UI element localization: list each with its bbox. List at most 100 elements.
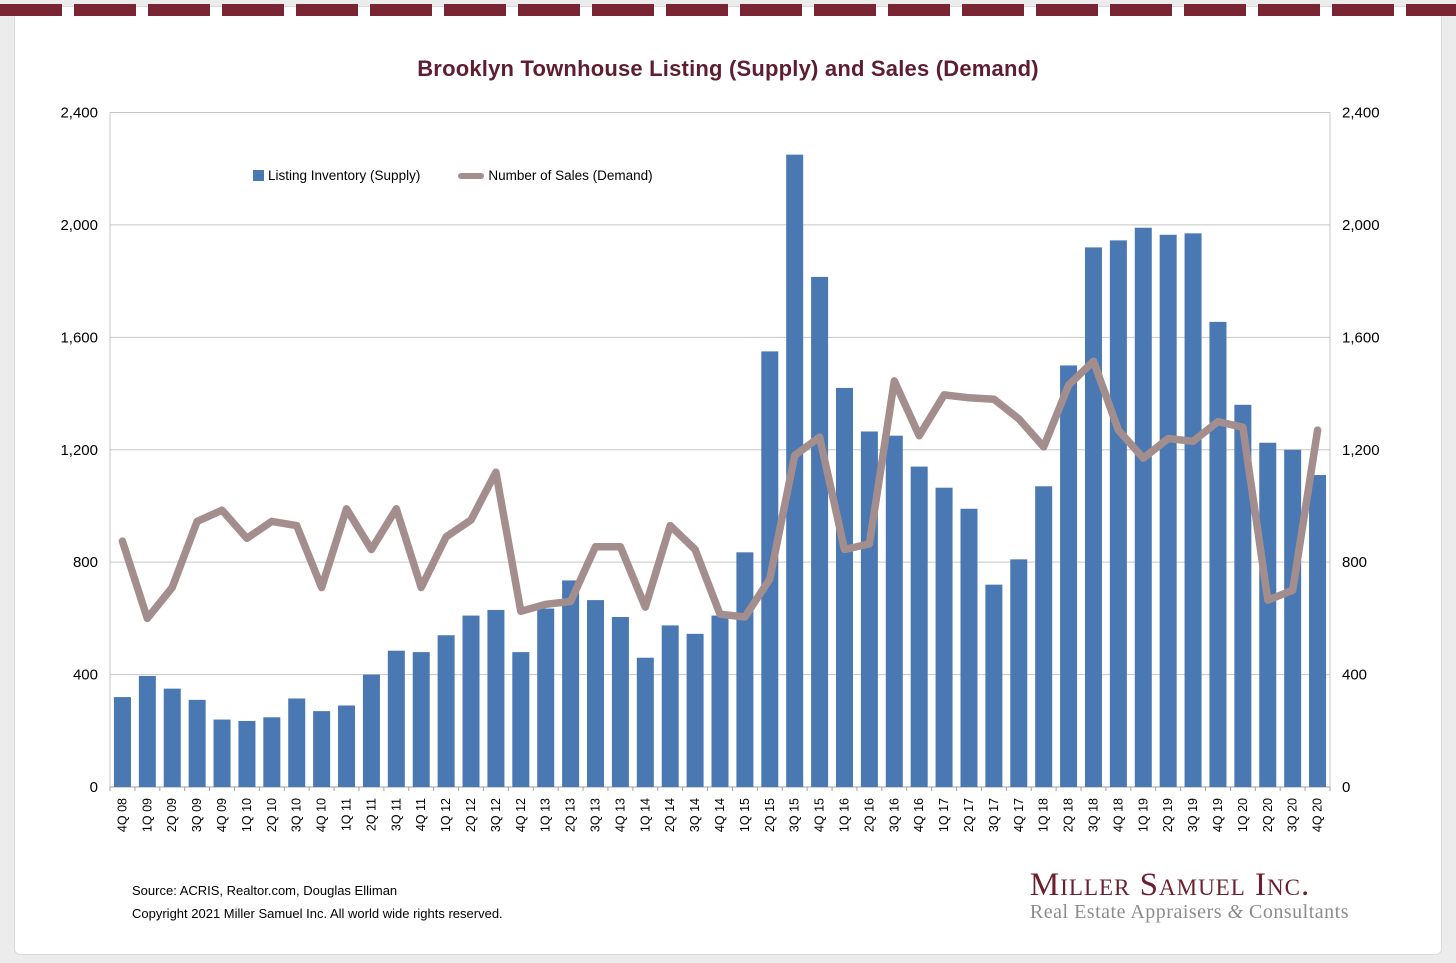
- y-axis-label-left: 400: [73, 667, 98, 684]
- supply-bar-2Q12: [462, 615, 480, 787]
- supply-bar-4Q11: [412, 652, 430, 787]
- x-axis-label: 2Q 11: [364, 798, 378, 831]
- x-axis-label: 3Q 15: [788, 798, 802, 832]
- supply-bar-1Q15: [736, 552, 754, 787]
- chart-card: Brooklyn Townhouse Listing (Supply) and …: [14, 6, 1442, 955]
- supply-bar-2Q13: [562, 580, 580, 787]
- x-axis-label: 3Q 10: [290, 798, 304, 832]
- y-axis-label-left: 1,600: [60, 329, 98, 346]
- supply-bar-1Q18: [1035, 486, 1053, 787]
- supply-bar-1Q19: [1134, 227, 1152, 788]
- supply-bar-4Q09: [213, 719, 231, 787]
- supply-bar-3Q17: [985, 584, 1003, 787]
- logo-name: Miller Samuel Inc.: [1029, 867, 1311, 903]
- source-note: Source: ACRIS, Realtor.com, Douglas Elli…: [132, 883, 398, 898]
- x-axis-label: 1Q 14: [638, 798, 652, 832]
- supply-bar-3Q16: [885, 435, 903, 787]
- y-axis-label-right: 1,200: [1342, 442, 1380, 459]
- x-axis-label: 2Q 19: [1161, 798, 1175, 832]
- legend-supply-label: Listing Inventory (Supply): [268, 168, 421, 183]
- x-axis-label: 3Q 11: [389, 798, 403, 831]
- supply-bar-1Q16: [835, 387, 853, 787]
- x-axis-label: 1Q 13: [539, 798, 553, 832]
- x-axis-label: 1Q 11: [340, 798, 354, 831]
- supply-bar-4Q13: [611, 616, 629, 787]
- supply-bar-4Q14: [711, 615, 729, 787]
- y-axis-label-left: 0: [90, 779, 98, 796]
- x-axis-label: 1Q 19: [1136, 798, 1150, 832]
- demand-line: [118, 357, 1322, 623]
- x-axis-label: 3Q 12: [489, 798, 503, 832]
- x-axis-label: 1Q 17: [937, 798, 951, 832]
- supply-bar-4Q18: [1109, 240, 1127, 787]
- x-axis-label: 4Q 10: [315, 798, 329, 832]
- legend-item-demand: Number of Sales (Demand): [458, 168, 653, 183]
- supply-bar-2Q14: [661, 625, 679, 787]
- y-axis-label-left: 1,200: [60, 442, 98, 459]
- x-axis-label: 3Q 13: [589, 798, 603, 832]
- x-axis-label: 4Q 17: [1012, 798, 1026, 832]
- x-axis-label: 2Q 18: [1062, 798, 1076, 832]
- y-axis-label-right: 800: [1342, 554, 1367, 571]
- x-axis-label: 4Q 08: [115, 798, 129, 832]
- supply-bar-3Q12: [487, 609, 505, 787]
- y-axis-label-left: 800: [73, 554, 98, 571]
- chart-legend: Listing Inventory (Supply) Number of Sal…: [253, 168, 653, 183]
- supply-bar-3Q20: [1284, 449, 1302, 787]
- x-axis-label: 1Q 16: [837, 798, 851, 832]
- supply-bar-2Q18: [1060, 365, 1078, 787]
- supply-bar-3Q18: [1084, 247, 1102, 787]
- supply-bar-4Q16: [910, 466, 928, 787]
- supply-bar-4Q12: [512, 652, 530, 787]
- x-axis-label: 2Q 20: [1261, 798, 1275, 832]
- page-title: Brooklyn Townhouse Listing (Supply) and …: [417, 56, 1039, 81]
- demand-swatch-icon: [458, 172, 485, 179]
- supply-bar-2Q20: [1259, 442, 1277, 787]
- legend-demand-label: Number of Sales (Demand): [488, 168, 653, 183]
- y-axis-label-right: 0: [1342, 779, 1350, 796]
- x-axis-label: 1Q 18: [1037, 798, 1051, 832]
- x-axis-label: 1Q 12: [439, 798, 453, 832]
- supply-bar-1Q14: [636, 657, 654, 787]
- supply-bar-1Q12: [437, 635, 455, 787]
- supply-bar-3Q11: [387, 650, 405, 787]
- copyright-note: Copyright 2021 Miller Samuel Inc. All wo…: [132, 906, 503, 921]
- supply-bar-1Q20: [1234, 404, 1252, 787]
- supply-bar-2Q17: [960, 508, 978, 787]
- y-axis-label-left: 2,400: [60, 105, 98, 122]
- supply-bar-1Q17: [935, 487, 953, 787]
- x-axis-label: 4Q 19: [1211, 798, 1225, 832]
- legend-item-supply: Listing Inventory (Supply): [253, 168, 420, 183]
- x-axis-label: 3Q 17: [987, 798, 1001, 832]
- x-axis-label: 2Q 13: [564, 798, 578, 832]
- x-axis-label: 2Q 17: [962, 798, 976, 832]
- x-axis-label: 2Q 12: [464, 798, 478, 832]
- x-axis-label: 4Q 14: [713, 798, 727, 832]
- supply-bar-3Q13: [587, 600, 605, 787]
- supply-bar-2Q19: [1159, 234, 1177, 788]
- supply-bar-3Q09: [188, 699, 206, 787]
- miller-samuel-logo: Miller Samuel Inc. Real Estate Appraiser…: [1029, 867, 1349, 924]
- x-axis-label: 4Q 15: [813, 798, 827, 832]
- x-axis-label: 4Q 18: [1111, 798, 1125, 832]
- supply-swatch-icon: [253, 170, 264, 181]
- supply-bar-4Q17: [1010, 559, 1028, 787]
- y-axis-label-right: 2,400: [1342, 105, 1380, 122]
- x-axis-label: 2Q 09: [165, 798, 179, 832]
- y-axis-label-left: 2,000: [60, 217, 98, 234]
- x-axis-label: 2Q 15: [763, 798, 777, 832]
- supply-bar-4Q20: [1309, 475, 1327, 787]
- supply-bar-4Q19: [1209, 321, 1227, 787]
- x-axis-label: 2Q 10: [265, 798, 279, 832]
- x-axis-label: 2Q 16: [862, 798, 876, 832]
- logo-ampersand: &: [1227, 901, 1244, 923]
- x-axis-label: 3Q 14: [688, 798, 702, 832]
- x-axis-label: 1Q 09: [140, 798, 154, 832]
- supply-bar-1Q10: [238, 720, 256, 787]
- logo-tagline: Real Estate Appraisers & Consultants: [1029, 901, 1349, 923]
- x-axis-label: 1Q 10: [240, 798, 254, 832]
- supply-bar-1Q09: [138, 675, 156, 787]
- supply-bar-3Q19: [1184, 233, 1202, 788]
- x-axis-label: 4Q 12: [514, 798, 528, 832]
